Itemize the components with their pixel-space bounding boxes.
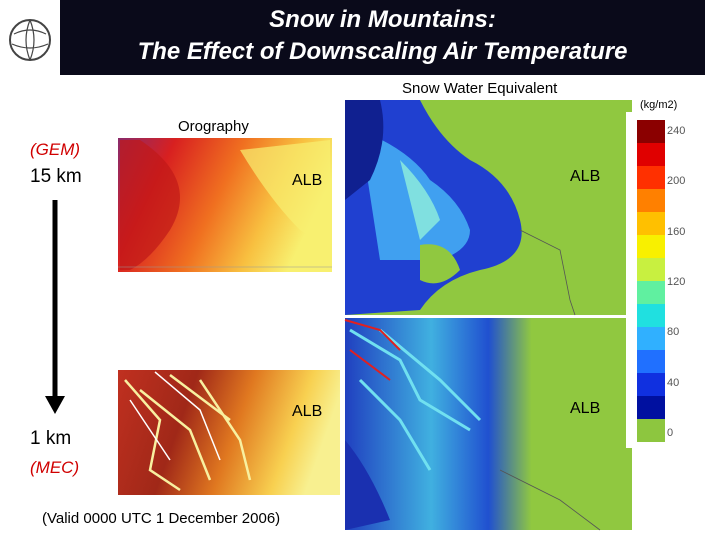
orography-label: Orography — [178, 118, 249, 135]
logo — [9, 19, 51, 61]
resolution-label: 1 km — [30, 428, 72, 449]
swe-label: Snow Water Equivalent — [402, 80, 558, 97]
title-line: Snow in Mountains: — [269, 6, 496, 33]
colorbar — [626, 112, 694, 448]
colorbar-tick-label: 0 — [667, 427, 674, 439]
colorbar-tick-label: 80 — [667, 326, 680, 339]
title: Snow in Mountains: The Effect of Downsca… — [60, 4, 705, 68]
orography-1km-map — [118, 370, 340, 495]
panel-label: ALB — [292, 172, 323, 189]
orography-15km-map — [118, 138, 332, 272]
panel-label: ALB — [570, 168, 601, 185]
colorbar-tick-label: 160 — [667, 225, 686, 238]
colorbar-tick-label: 200 — [667, 175, 686, 188]
resolution-label: 15 km — [30, 166, 82, 187]
panel-label: ALB — [570, 400, 601, 417]
title-line: The Effect of Downscaling Air Temperatur… — [137, 38, 628, 65]
swe-1km-map — [344, 318, 632, 531]
colorbar-tick-label: 240 — [667, 125, 686, 137]
resolution-arrow — [45, 200, 65, 414]
units-label: (kg/m2) — [640, 99, 678, 111]
model-label: (MEC) — [30, 458, 80, 477]
model-label: (GEM) — [30, 140, 81, 159]
title-bar — [60, 0, 705, 75]
panel-label: ALB — [292, 403, 323, 420]
swe-15km-map — [345, 100, 632, 316]
colorbar-tick-label: 40 — [667, 376, 680, 389]
colorbar-tick-label: 120 — [667, 276, 686, 288]
valid-time: (Valid 0000 UTC 1 December 2006) — [42, 510, 281, 527]
